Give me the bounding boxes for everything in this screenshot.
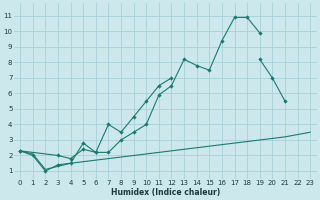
X-axis label: Humidex (Indice chaleur): Humidex (Indice chaleur) — [111, 188, 220, 197]
